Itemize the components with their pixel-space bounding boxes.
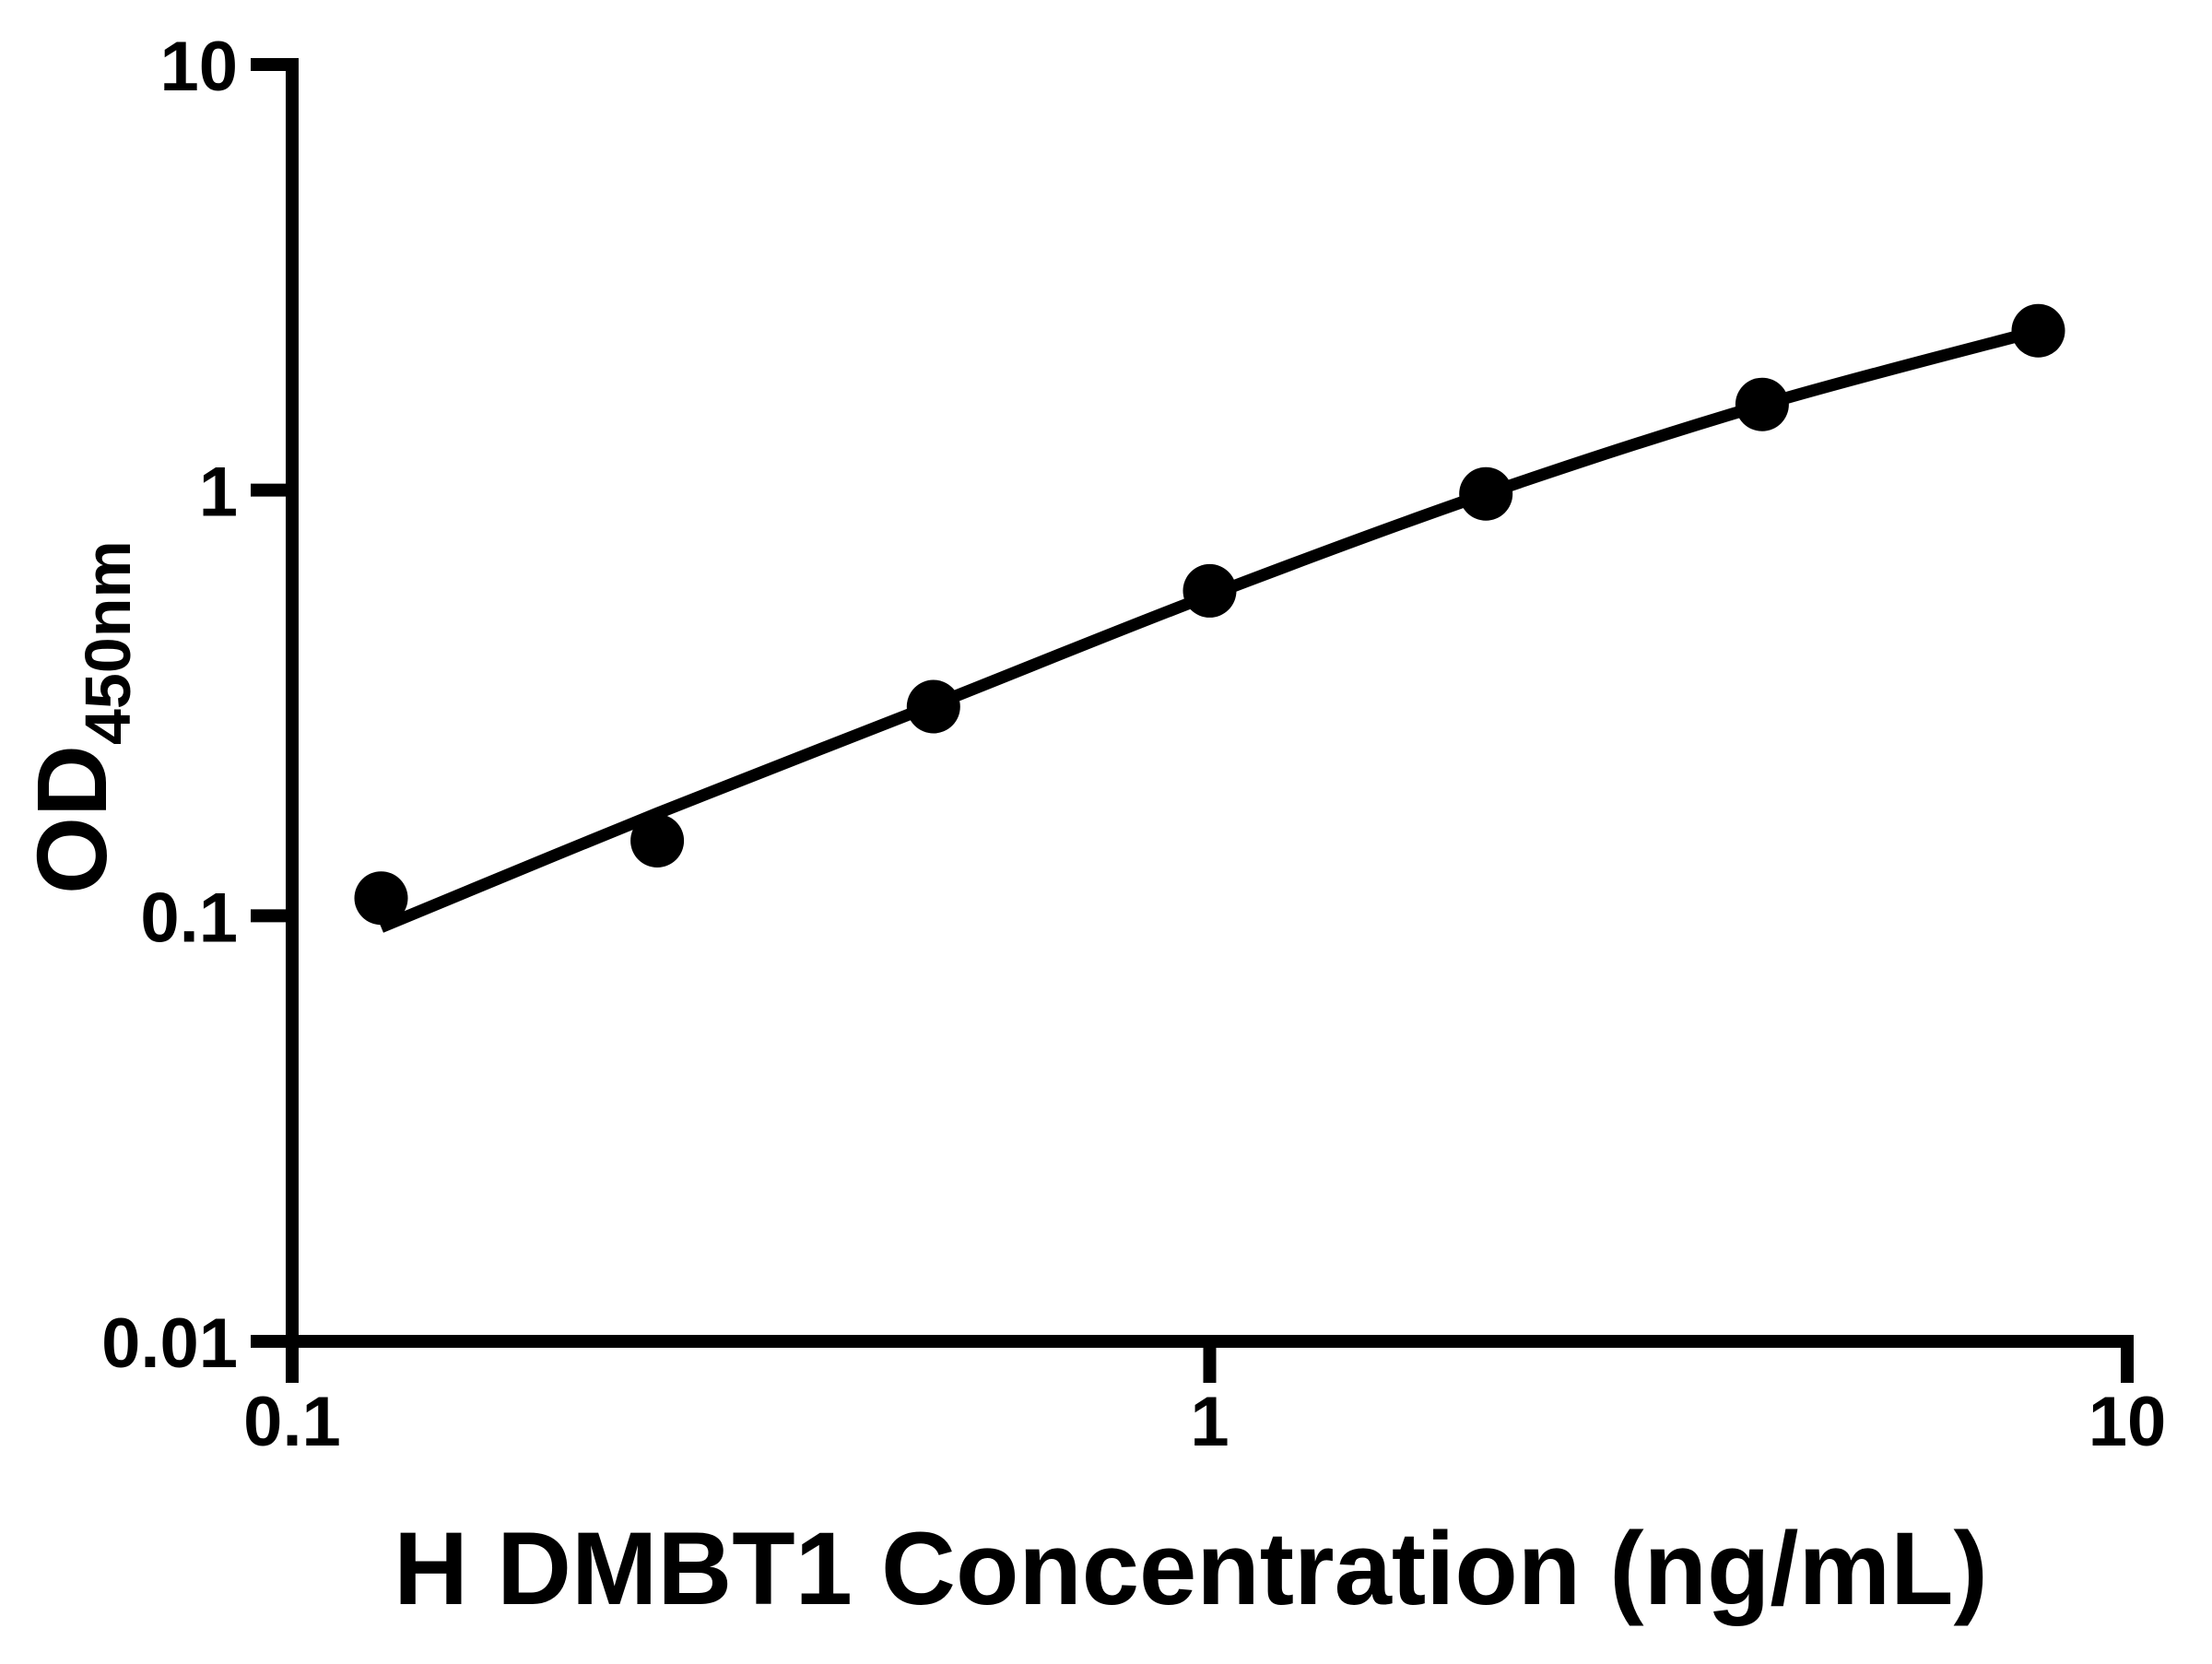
data-point xyxy=(1182,563,1237,618)
y-axis-title-subscript: 450nm xyxy=(72,540,144,745)
data-point xyxy=(1735,377,1789,431)
y-axis-title: OD450nm xyxy=(16,540,144,894)
fitted-curve xyxy=(379,325,2041,933)
x-axis-tick-label: 1 xyxy=(1190,1383,1229,1461)
x-axis-title: H DMBT1 Concentration (ng/mL) xyxy=(394,1511,1988,1626)
y-axis-title-main: OD xyxy=(16,745,127,894)
data-point xyxy=(906,679,960,734)
x-axis-tick-label: 10 xyxy=(2088,1383,2167,1461)
x-axis-tick-label: 0.1 xyxy=(243,1383,341,1461)
data-point xyxy=(2011,303,2065,358)
y-axis-tick-label: 1 xyxy=(199,454,238,532)
y-axis-tick-label: 0.01 xyxy=(101,1304,238,1383)
data-point xyxy=(354,871,408,926)
data-point xyxy=(1459,466,1513,521)
data-point xyxy=(630,814,685,867)
y-axis-tick-label: 0.1 xyxy=(140,879,238,957)
y-axis-tick-label: 10 xyxy=(159,28,238,106)
